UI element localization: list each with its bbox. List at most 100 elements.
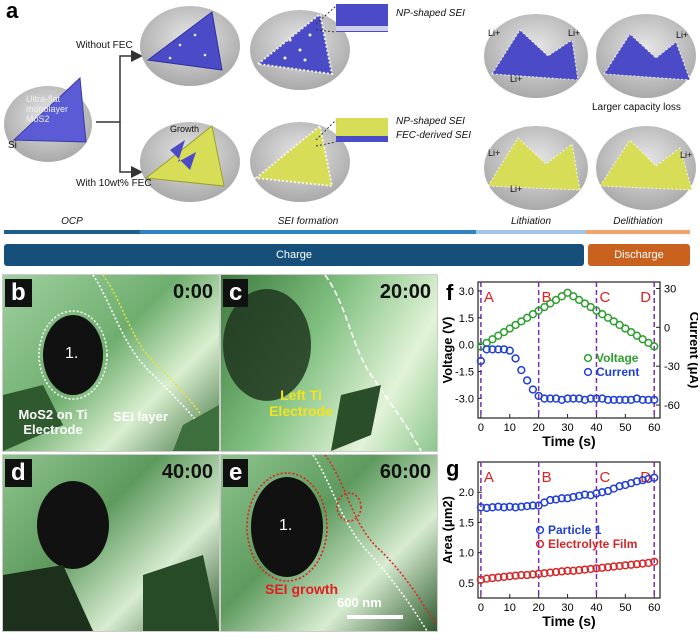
- marker-label: A: [484, 469, 494, 486]
- plot-frame: [477, 461, 661, 599]
- data-point: [494, 331, 503, 340]
- y-axis-label: Voltage (V): [440, 317, 455, 384]
- data-point: [505, 502, 514, 511]
- data-point: [638, 475, 647, 485]
- data-point: [505, 346, 514, 355]
- data-point: [632, 394, 642, 403]
- marker-label: C: [599, 289, 610, 306]
- data-point: [586, 394, 595, 403]
- x-axis-label: Time (s): [542, 433, 595, 449]
- discharge-label: Discharge: [614, 249, 664, 261]
- data-point: [517, 570, 526, 580]
- data-point: [476, 575, 486, 585]
- panel-f-letter: f: [446, 280, 454, 305]
- data-point: [494, 502, 503, 511]
- data-point: [546, 495, 555, 505]
- tem-panel-b: b 0:00 1. MoS2 on Ti Electrode SEI layer: [2, 274, 220, 452]
- data-point: [522, 501, 532, 511]
- data-point: [615, 320, 624, 330]
- data-point: [476, 503, 486, 512]
- li-label-4: Li+: [676, 30, 689, 40]
- data-point: [540, 302, 549, 312]
- data-point: [650, 473, 659, 482]
- data-point: [528, 570, 538, 579]
- panel-e-time: 60:00: [379, 461, 431, 483]
- data-point: [592, 489, 601, 498]
- panel-c-letter: c: [223, 279, 249, 307]
- data-point: [534, 569, 543, 578]
- y-tick-label: 1.5: [459, 517, 474, 529]
- data-point: [569, 394, 578, 403]
- y-tick-label: 1.5: [459, 313, 474, 325]
- panel-c-time: 20:00: [379, 281, 431, 303]
- data-point: [598, 394, 607, 403]
- data-point: [528, 385, 538, 394]
- sei-layer-label: SEI layer: [113, 409, 168, 424]
- chart-f: 0 10 20 30 40 50 60 3.0 1.5 0.0 -1.5 -3.0 30 0 -30 -60 A…: [440, 281, 698, 449]
- panel-d-letter: d: [5, 459, 32, 487]
- legend-marker: [535, 539, 545, 549]
- data-point: [540, 394, 549, 403]
- data-point: [586, 302, 595, 312]
- data-point: [574, 491, 584, 500]
- data-point: [632, 331, 642, 340]
- x-tick-label: 20: [533, 422, 545, 434]
- li-label-2: Li+: [568, 28, 581, 38]
- data-point: [476, 356, 486, 366]
- scale-bar: [347, 615, 403, 619]
- li-label-7: Li+: [680, 150, 693, 160]
- data-point: [580, 299, 590, 308]
- li-label-6: Li+: [510, 184, 523, 194]
- data-point: [580, 565, 590, 574]
- data-point: [632, 560, 642, 569]
- data-point: [551, 394, 561, 403]
- growth-label: Growth: [170, 124, 200, 134]
- data-point: [598, 488, 607, 497]
- data-point: [505, 572, 514, 581]
- data-point: [621, 561, 630, 570]
- scale-bar-label: 600 nm: [337, 595, 382, 610]
- data-point: [546, 394, 555, 403]
- y-tick-label: 1.0: [459, 548, 474, 560]
- data-point: [621, 324, 630, 333]
- li-label-1: Li+: [488, 28, 501, 38]
- discharge-bar: [588, 244, 690, 266]
- data-point: [499, 503, 509, 512]
- data-point: [609, 317, 618, 326]
- data-point: [494, 345, 503, 354]
- panel-g-letter: g: [446, 456, 460, 481]
- data-point: [592, 564, 601, 573]
- data-point: [574, 566, 584, 575]
- y2-tick-label: -60: [664, 400, 680, 412]
- panel-a-schematic: [4, 4, 696, 266]
- data-point: [569, 566, 578, 575]
- y-tick-label: 2.0: [459, 487, 474, 499]
- data-point: [488, 335, 497, 344]
- legend-marker: [583, 353, 593, 363]
- data-point: [482, 345, 491, 354]
- data-point: [499, 327, 509, 337]
- data-point: [563, 566, 572, 575]
- data-point: [528, 310, 538, 319]
- data-point: [598, 310, 607, 319]
- data-point: [626, 395, 636, 405]
- data-point: [511, 503, 520, 512]
- data-point: [551, 495, 561, 504]
- tem-panel-d: d 40:00: [2, 454, 220, 632]
- data-point: [499, 572, 509, 581]
- larger-loss-label: Larger capacity loss: [592, 102, 681, 113]
- data-point: [592, 394, 601, 403]
- data-point: [522, 570, 532, 580]
- data-point: [517, 317, 526, 326]
- data-point: [546, 299, 555, 308]
- data-point: [482, 574, 491, 583]
- data-point: [580, 395, 590, 405]
- y-tick-label: 0.0: [459, 340, 474, 352]
- data-point: [517, 502, 526, 511]
- panel-b-time: 0:00: [172, 281, 213, 303]
- li-label-3: Li+: [510, 74, 523, 84]
- x-tick-label: 20: [533, 602, 545, 614]
- panel-d-time: 40:00: [161, 461, 213, 483]
- data-point: [551, 295, 561, 305]
- data-point: [644, 395, 653, 405]
